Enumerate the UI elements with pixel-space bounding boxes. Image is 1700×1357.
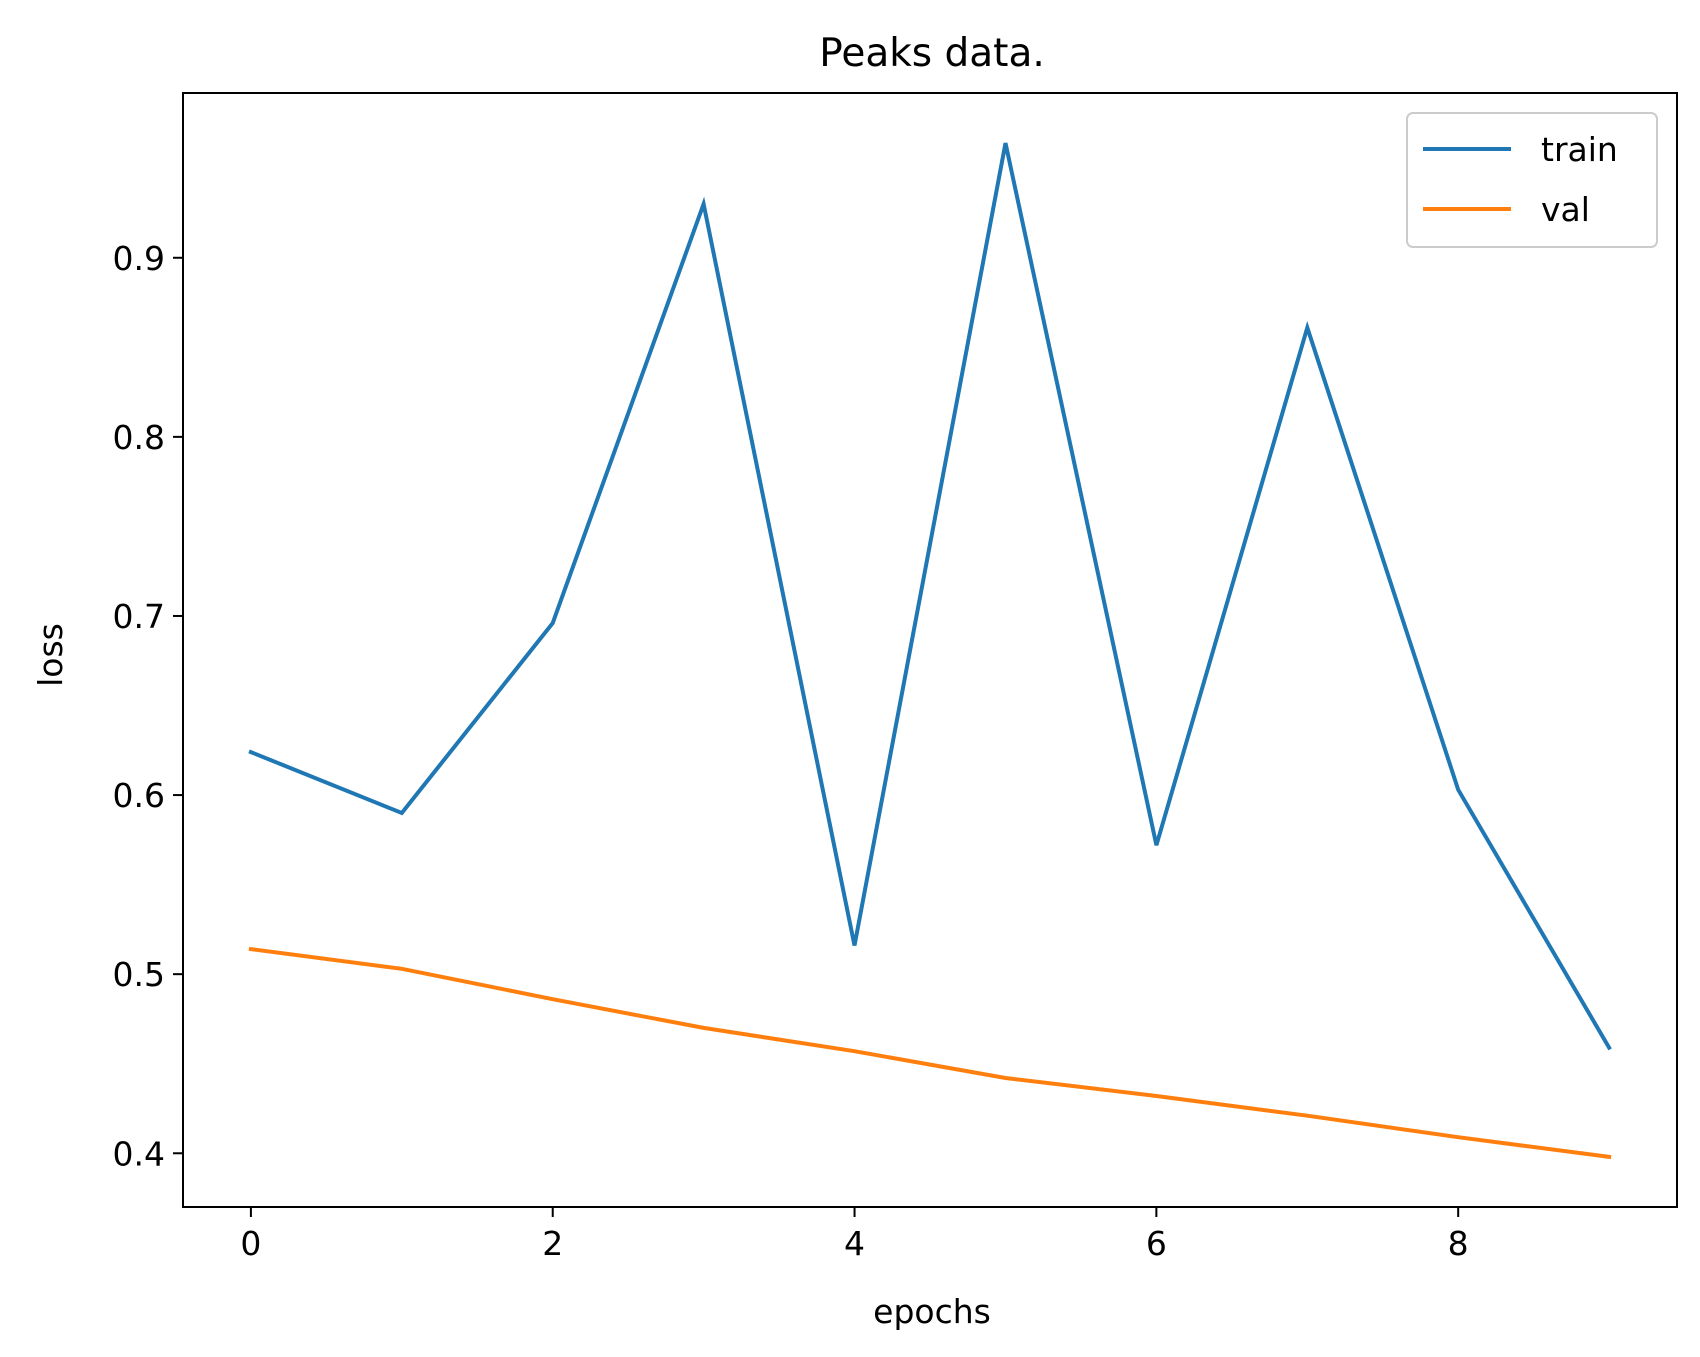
x-tick-label: 6 (1146, 1224, 1167, 1263)
x-tick-label: 0 (240, 1224, 261, 1263)
x-tick-label: 2 (542, 1224, 563, 1263)
x-axis-label: epochs (873, 1292, 991, 1331)
legend: train val (1406, 112, 1658, 248)
series-line-val (248, 946, 1612, 1160)
y-tick-label: 0.8 (113, 418, 165, 457)
plot-frame (182, 92, 1678, 1208)
x-tick-label: 4 (844, 1224, 865, 1263)
y-tick-label: 0.5 (113, 955, 165, 994)
series-line-train (248, 142, 1612, 1051)
plot-area (248, 142, 1612, 1160)
y-tick-label: 0.7 (113, 597, 165, 636)
x-tick-label: 8 (1448, 1224, 1469, 1263)
axes: 0 2 4 6 8 0.4 0.5 0.6 0.7 0.8 0.9 (113, 92, 1678, 1263)
legend-box (1406, 112, 1658, 248)
y-tick-label: 0.6 (113, 776, 165, 815)
y-tick-label: 0.4 (113, 1134, 165, 1173)
legend-label-val: val (1541, 190, 1590, 229)
y-axis-label: loss (31, 623, 70, 687)
legend-label-train: train (1541, 130, 1618, 169)
y-tick-label: 0.9 (113, 239, 165, 278)
chart-title: Peaks data. (819, 31, 1045, 76)
